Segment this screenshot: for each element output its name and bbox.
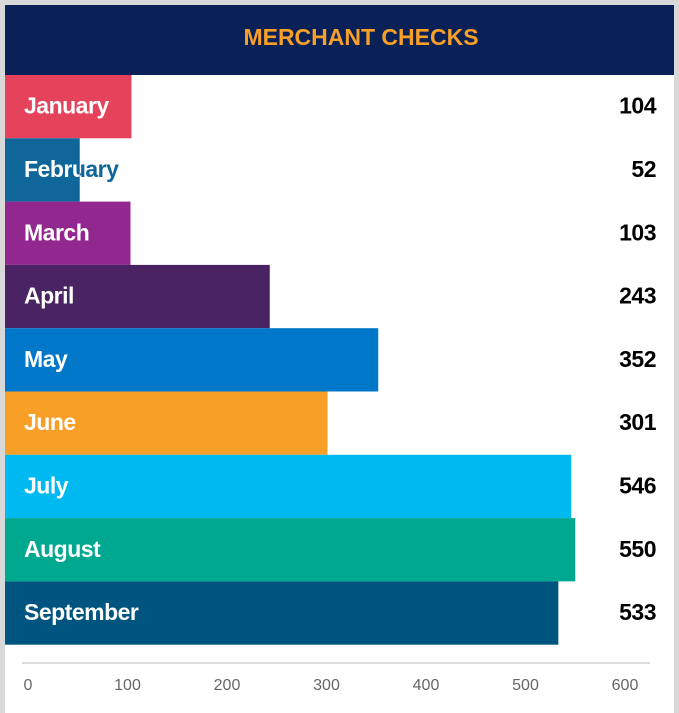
value-label: 533	[619, 599, 656, 625]
category-label: March	[24, 219, 89, 245]
bar	[5, 75, 132, 139]
category-label: July	[24, 473, 69, 499]
category-label: May	[24, 346, 68, 372]
bar	[5, 581, 559, 645]
category-label: August	[24, 536, 101, 562]
title-bar	[5, 5, 674, 75]
x-tick-label: 400	[413, 677, 440, 694]
category-label: June	[24, 409, 76, 435]
value-label: 104	[619, 93, 657, 119]
value-label: 301	[619, 409, 657, 435]
bar	[5, 138, 80, 202]
bar	[5, 391, 328, 455]
category-label: April	[24, 283, 74, 309]
category-label: April	[24, 283, 74, 309]
value-label: 103	[619, 219, 656, 245]
value-label: 546	[619, 473, 656, 499]
category-label: June	[24, 409, 76, 435]
category-label: May	[24, 346, 68, 372]
category-label: September	[24, 599, 139, 625]
x-tick-label: 600	[612, 677, 639, 694]
bar	[5, 518, 576, 582]
bar	[5, 454, 572, 519]
x-tick-label: 0	[24, 677, 33, 694]
x-tick-label: 300	[313, 677, 340, 694]
bar	[5, 264, 270, 329]
chart-title: MERCHANT CHECKS	[243, 24, 478, 50]
value-label: 52	[631, 156, 656, 182]
category-label: January	[24, 93, 109, 119]
value-label: 550	[619, 536, 656, 562]
x-tick-label: 100	[114, 677, 141, 694]
category-label: January	[24, 93, 109, 119]
category-label: July	[24, 473, 69, 499]
x-tick-label: 500	[512, 677, 539, 694]
category-label: March	[24, 219, 89, 245]
category-label: February	[24, 156, 119, 182]
category-label: February	[24, 156, 119, 182]
category-label: September	[24, 599, 139, 625]
category-label: August	[24, 536, 101, 562]
value-label: 243	[619, 283, 656, 309]
bar	[5, 201, 131, 265]
bar	[5, 328, 379, 392]
value-label: 352	[619, 346, 656, 372]
x-tick-label: 200	[214, 677, 241, 694]
